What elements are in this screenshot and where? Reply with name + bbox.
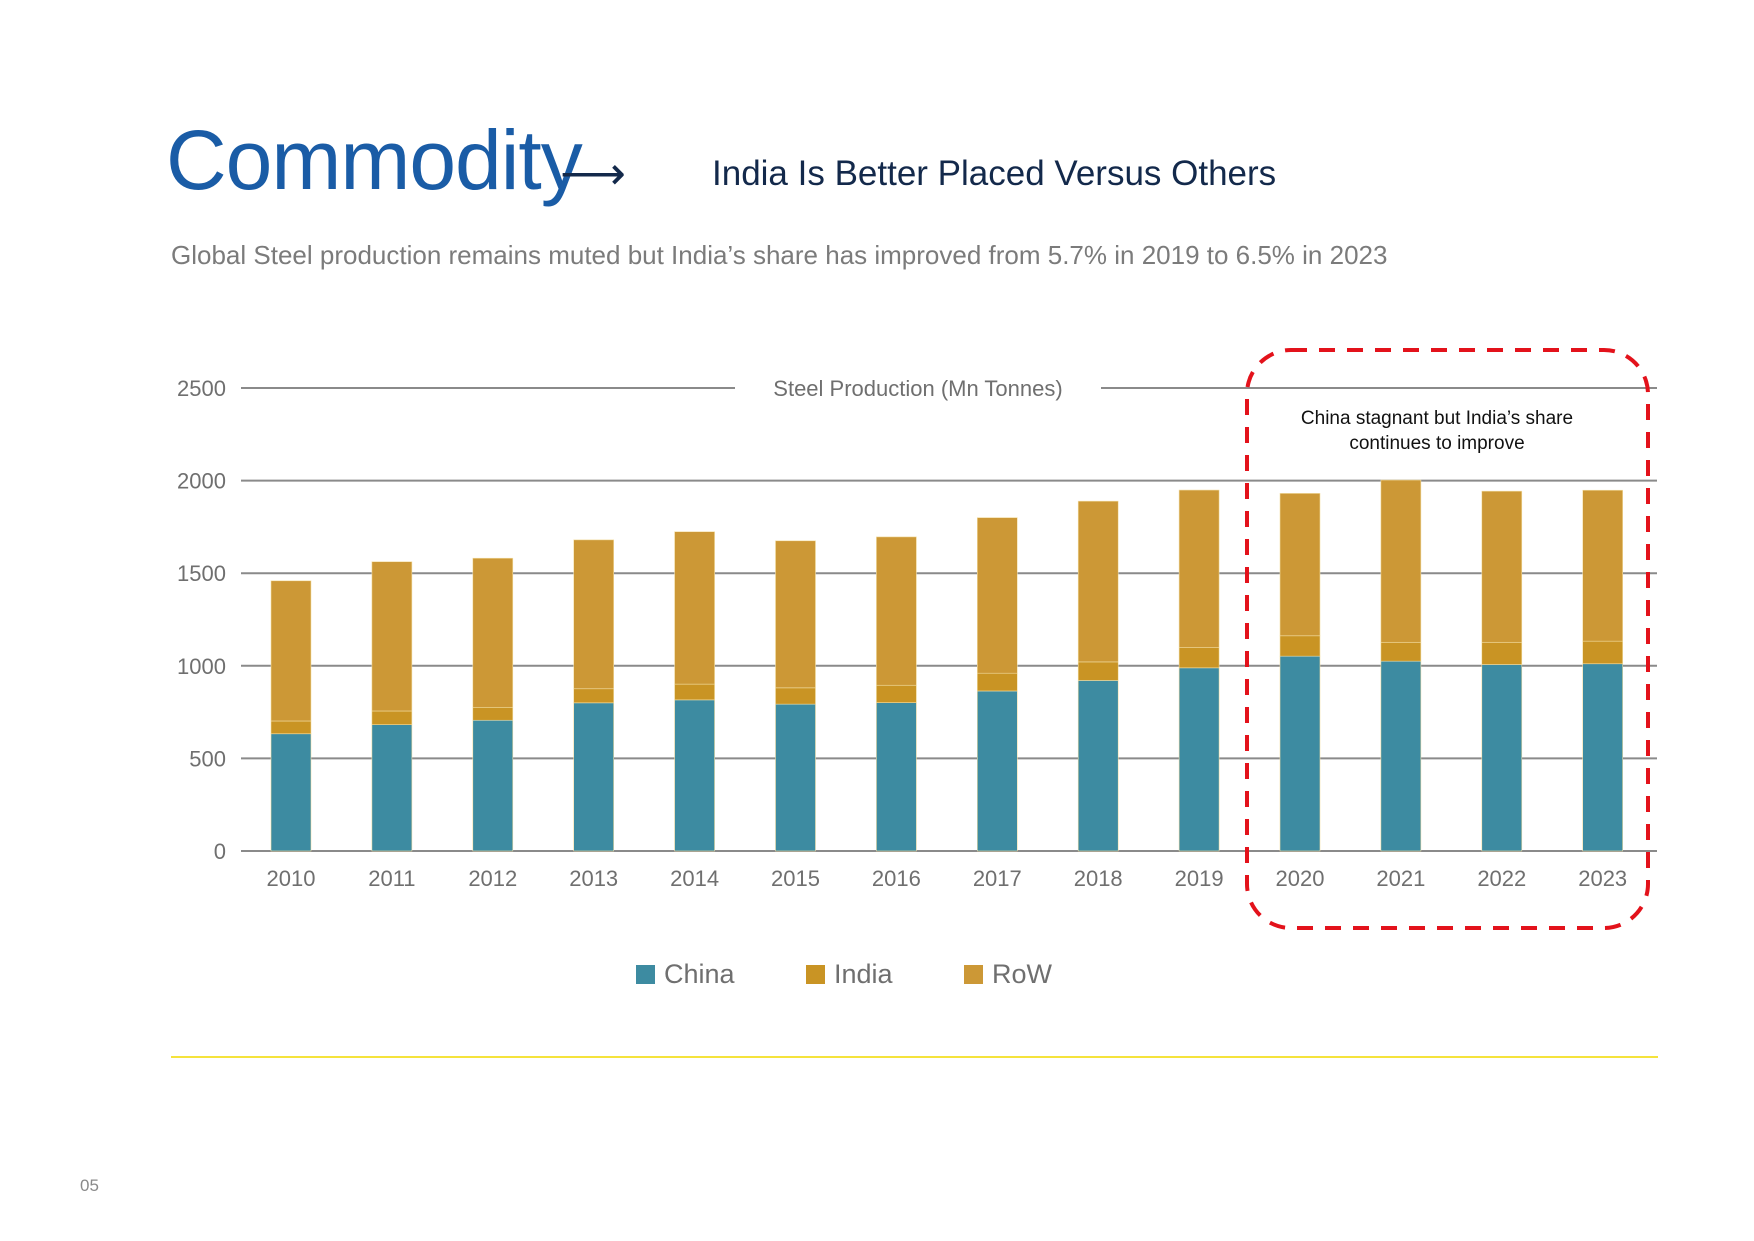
gridlines	[241, 387, 1657, 852]
bar-row-2020	[1279, 493, 1321, 637]
bar-china-2017	[976, 690, 1018, 852]
y-tick-label: 0	[214, 839, 226, 864]
bar-india-2015	[775, 687, 816, 705]
bar-india-2013	[573, 688, 615, 704]
bar-row-2012	[472, 557, 514, 708]
annotation-line-1: China stagnant but India’s share	[1301, 408, 1573, 429]
x-tick-label: 2015	[771, 866, 820, 891]
bar-row-2019	[1178, 489, 1220, 648]
chart-title: Steel Production (Mn Tonnes)	[773, 376, 1062, 401]
page-number: 05	[80, 1176, 99, 1195]
bar-india-2020	[1279, 635, 1321, 657]
bar-row-2016	[876, 536, 917, 686]
y-tick-label: 500	[189, 746, 226, 771]
bar-row-2014	[674, 531, 715, 685]
bar-china-2018	[1077, 680, 1119, 852]
bar-china-2022	[1481, 664, 1523, 852]
page-title: Commodity	[166, 113, 583, 207]
bar-china-2016	[876, 702, 917, 852]
x-tick-label: 2022	[1477, 866, 1526, 891]
bar-row-2010	[270, 580, 312, 722]
y-tick-label: 1000	[177, 654, 226, 679]
bar-india-2023	[1582, 640, 1623, 665]
bar-india-2022	[1481, 641, 1523, 665]
page-description: Global Steel production remains muted bu…	[171, 240, 1388, 270]
x-tick-label: 2017	[973, 866, 1022, 891]
x-tick-label: 2021	[1376, 866, 1425, 891]
annotation-line-2: continues to improve	[1349, 433, 1524, 454]
legend: China India RoW	[636, 959, 1053, 989]
bar-china-2023	[1582, 663, 1623, 852]
bar-india-2016	[876, 684, 917, 703]
legend-swatch-china	[636, 965, 655, 984]
bar-row-2022	[1481, 490, 1523, 643]
arrow-right-icon: ⟶	[560, 147, 626, 199]
x-tick-label: 2010	[267, 866, 316, 891]
bar-china-2011	[371, 724, 413, 852]
legend-swatch-india	[806, 965, 825, 984]
footer-divider	[171, 1056, 1658, 1058]
page-subtitle: India Is Better Placed Versus Others	[712, 154, 1277, 193]
bar-india-2012	[472, 706, 514, 721]
bars	[270, 479, 1623, 852]
bar-row-2013	[573, 539, 615, 690]
bar-row-2023	[1582, 489, 1623, 642]
bar-china-2019	[1178, 667, 1220, 852]
bar-row-2018	[1077, 500, 1119, 663]
y-tick-label: 2500	[177, 376, 226, 401]
bar-india-2018	[1077, 661, 1119, 681]
x-tick-label: 2020	[1276, 866, 1325, 891]
bar-india-2017	[976, 672, 1018, 692]
bar-row-2011	[371, 561, 413, 712]
x-tick-label: 2019	[1175, 866, 1224, 891]
chart-title-background	[735, 375, 1101, 405]
x-tick-label: 2013	[569, 866, 618, 891]
x-tick-label: 2023	[1578, 866, 1627, 891]
x-tick-label: 2018	[1074, 866, 1123, 891]
bar-india-2011	[371, 710, 413, 725]
x-tick-label: 2011	[368, 866, 415, 891]
highlight-box	[1245, 348, 1650, 930]
bar-china-2015	[775, 703, 816, 852]
bar-row-2015	[775, 540, 816, 689]
bar-china-2013	[573, 702, 615, 852]
bar-china-2014	[674, 699, 715, 852]
legend-swatch-row	[964, 965, 983, 984]
y-tick-label: 1500	[177, 561, 226, 586]
bar-india-2010	[270, 720, 312, 735]
bar-china-2021	[1380, 660, 1422, 852]
bar-china-2012	[472, 719, 514, 852]
x-axis-ticks: 2010 2011 2012 2013 2014 2015 2016 2017 2018 2019…	[267, 866, 1628, 891]
bar-row-2021	[1380, 479, 1422, 643]
y-axis-ticks: 0 500 1000 1500 2000 2500	[177, 376, 226, 864]
legend-label-row: RoW	[992, 959, 1053, 989]
x-tick-label: 2014	[670, 866, 719, 891]
bar-india-2014	[674, 683, 715, 701]
legend-label-india: India	[834, 959, 894, 989]
bar-india-2021	[1380, 641, 1422, 662]
y-tick-label: 2000	[177, 469, 226, 494]
bar-china-2010	[270, 733, 312, 852]
bar-india-2019	[1178, 647, 1220, 669]
x-tick-label: 2016	[872, 866, 921, 891]
bar-row-2017	[976, 517, 1018, 674]
x-tick-label: 2012	[468, 866, 517, 891]
legend-label-china: China	[664, 959, 736, 989]
bar-china-2020	[1279, 655, 1321, 852]
